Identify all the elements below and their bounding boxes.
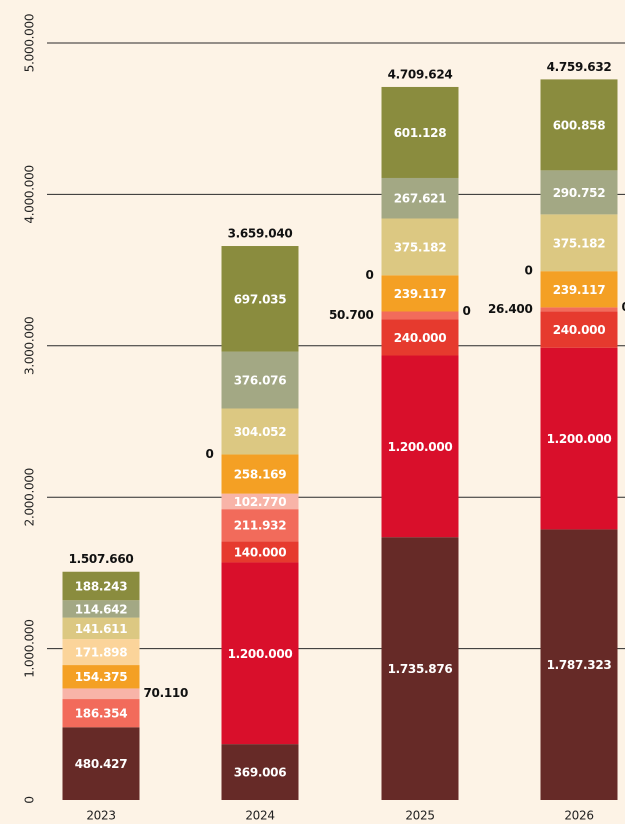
bar-segment: [540, 79, 618, 171]
value-label: 1.200.000: [388, 440, 453, 454]
value-label: 601.128: [394, 126, 447, 140]
bar-segment: [62, 727, 140, 800]
bar-segment: [381, 275, 459, 312]
bar-segment: [62, 699, 140, 728]
bar-segment: [540, 311, 618, 348]
bar-segment: [540, 170, 618, 215]
bar-segment: [381, 537, 459, 800]
value-label: 240.000: [394, 331, 447, 345]
value-label: 290.752: [553, 186, 606, 200]
value-label: 102.770: [234, 495, 287, 509]
bar-segment: [540, 307, 618, 312]
x-tick-label: 2025: [405, 809, 434, 823]
total-label: 4.709.624: [388, 67, 453, 81]
value-label: 211.932: [234, 519, 287, 533]
value-label: 697.035: [234, 292, 287, 306]
y-tick-label: 3.000.000: [23, 317, 37, 375]
bar-segment: [381, 319, 459, 356]
bar-segment: [221, 454, 299, 494]
value-label: 600.858: [553, 118, 606, 132]
value-label: 1.735.876: [388, 662, 453, 676]
value-label: 171.898: [75, 646, 128, 660]
value-label: 267.621: [394, 192, 447, 206]
x-tick-label: 2024: [245, 809, 274, 823]
value-label: 239.117: [553, 283, 606, 297]
value-label: 375.182: [553, 236, 606, 250]
y-tick-label: 0: [23, 796, 37, 803]
total-label: 1.507.660: [69, 552, 134, 566]
value-label: 480.427: [75, 757, 128, 771]
value-label: 1.200.000: [547, 432, 612, 446]
bar-segment: [221, 351, 299, 409]
bar-segment: [62, 688, 140, 700]
bar-segment: [221, 493, 299, 510]
value-label: 26.400: [488, 302, 533, 316]
bar-segment: [381, 355, 459, 538]
bar-segment: [540, 529, 618, 800]
value-label: 188.243: [75, 579, 128, 593]
y-tick-label: 2.000.000: [23, 468, 37, 526]
bar-segment: [381, 86, 459, 178]
bar-segment: [62, 600, 140, 618]
bar-segment: [221, 246, 299, 352]
total-label: 3.659.040: [228, 227, 293, 241]
value-label: 70.110: [144, 686, 189, 700]
value-label: 186.354: [75, 707, 128, 721]
x-tick-label: 2026: [564, 809, 593, 823]
bar-segment: [221, 744, 299, 800]
value-label: 141.611: [75, 622, 128, 636]
y-tick-label: 4.000.000: [23, 165, 37, 223]
y-tick-label: 1.000.000: [23, 619, 37, 677]
value-label: 239.117: [394, 287, 447, 301]
bar-segment: [540, 214, 618, 272]
value-label: 375.182: [394, 240, 447, 254]
bar-segment: [62, 639, 140, 666]
x-tick-label: 2023: [86, 809, 115, 823]
value-label: 114.642: [75, 602, 128, 616]
value-label: 369.006: [234, 766, 287, 780]
bar-segment: [221, 562, 299, 745]
value-label: 154.375: [75, 670, 128, 684]
bar-segment: [540, 347, 618, 530]
bar-segment: [540, 271, 618, 308]
bar-segment: [62, 571, 140, 601]
value-label: 240.000: [553, 323, 606, 337]
bar-segment: [221, 509, 299, 542]
bar-segment: [221, 408, 299, 455]
bar-segment: [221, 541, 299, 563]
value-label: 0: [524, 264, 532, 278]
value-label: 0: [365, 268, 373, 282]
value-label: 0: [463, 304, 471, 318]
total-label: 4.759.632: [547, 60, 612, 74]
bar-segment: [62, 617, 140, 640]
value-label: 376.076: [234, 374, 287, 388]
bar-segment: [381, 311, 459, 320]
bar-segment: [62, 665, 140, 689]
value-label: 1.200.000: [228, 647, 293, 661]
bar-segment: [381, 218, 459, 276]
y-tick-label: 5.000.000: [23, 14, 37, 72]
value-label: 258.169: [234, 468, 287, 482]
value-label: 0: [205, 447, 213, 461]
value-label: 304.052: [234, 425, 287, 439]
value-label: 140.000: [234, 545, 287, 559]
value-label: 0: [622, 300, 625, 314]
bar-segment: [381, 177, 459, 219]
value-label: 50.700: [329, 308, 374, 322]
value-label: 1.787.323: [547, 658, 612, 672]
